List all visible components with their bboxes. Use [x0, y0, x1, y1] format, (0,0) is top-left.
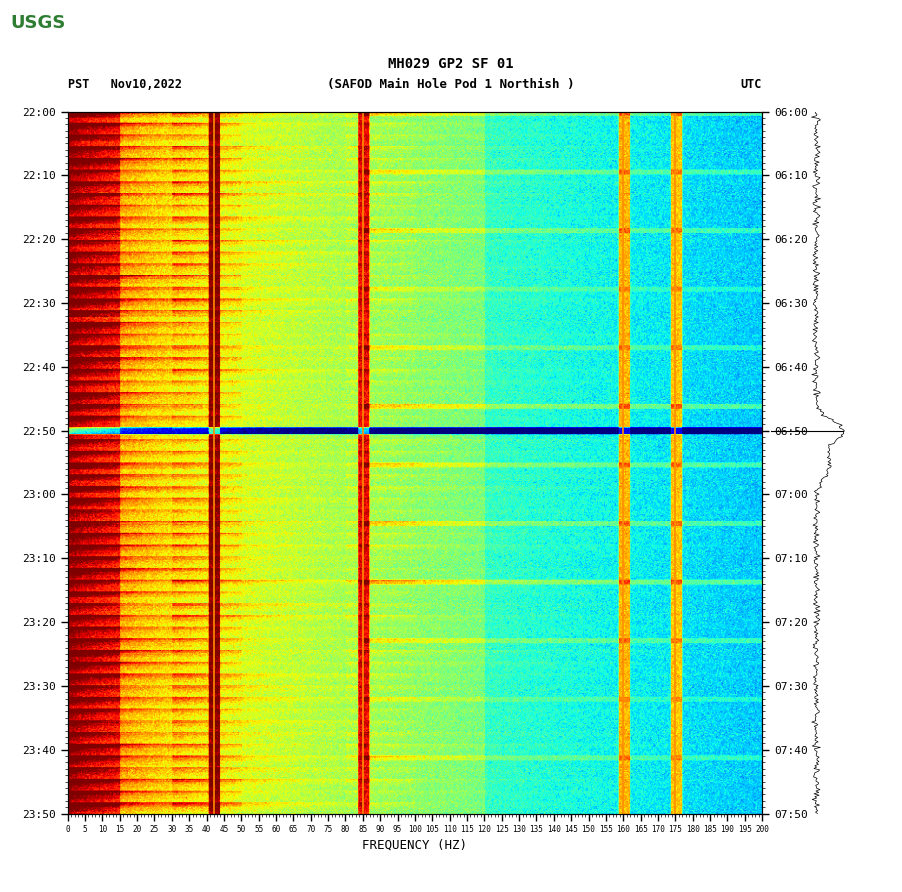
- Text: (SAFOD Main Hole Pod 1 Northish ): (SAFOD Main Hole Pod 1 Northish ): [327, 78, 575, 91]
- Text: PST   Nov10,2022: PST Nov10,2022: [68, 78, 181, 91]
- X-axis label: FREQUENCY (HZ): FREQUENCY (HZ): [363, 838, 467, 852]
- Text: UTC: UTC: [741, 78, 762, 91]
- Text: USGS: USGS: [11, 14, 66, 32]
- Text: MH029 GP2 SF 01: MH029 GP2 SF 01: [388, 57, 514, 71]
